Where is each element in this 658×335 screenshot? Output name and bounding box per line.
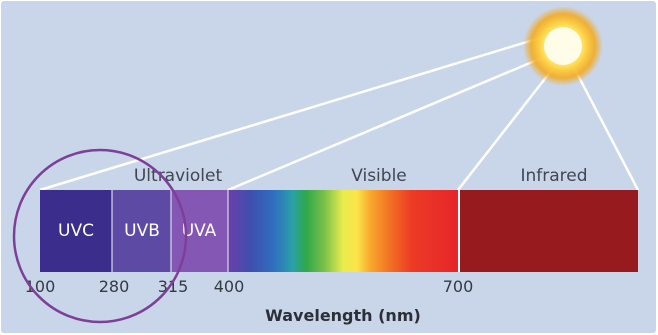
visible-label: Visible [351, 166, 407, 186]
ultraviolet-label: Ultraviolet [134, 166, 223, 186]
tick-label-280: 280 [99, 277, 130, 296]
tick-label-400: 400 [214, 277, 245, 296]
sun-icon [523, 6, 603, 86]
band-uvb [112, 190, 171, 272]
tick-label-700: 700 [443, 277, 474, 296]
tick-label-100: 100 [25, 277, 56, 296]
band-visible [228, 190, 458, 272]
axis-label: Wavelength (nm) [265, 306, 421, 325]
uvb-label: UVB [124, 221, 160, 241]
infrared-label: Infrared [520, 166, 587, 186]
uva-label: UVA [182, 221, 217, 241]
highlight-circle [12, 148, 188, 324]
band-infrared [460, 190, 638, 272]
sun-rays [39, 32, 640, 192]
uvc-label: UVC [58, 221, 94, 241]
band-uvc [40, 190, 112, 272]
